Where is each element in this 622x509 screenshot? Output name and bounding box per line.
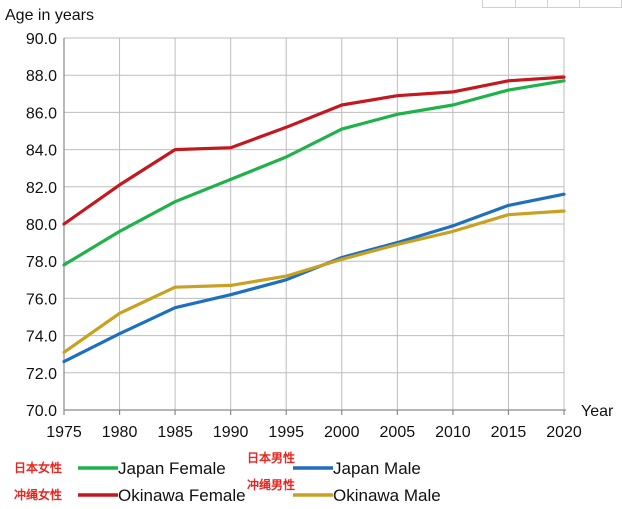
x-tick-label: 2000 xyxy=(324,424,360,441)
x-tick-label: 2010 xyxy=(435,424,471,441)
y-tick-label: 86.0 xyxy=(26,105,57,122)
legend-label-japan-male: Japan Male xyxy=(333,459,421,478)
y-tick-label: 90.0 xyxy=(26,31,57,48)
y-tick-label: 84.0 xyxy=(26,143,57,160)
x-axis-title: Year xyxy=(581,403,614,420)
x-tick-label: 2020 xyxy=(546,424,582,441)
series-line-okinawa-female xyxy=(62,75,566,226)
x-tick-label: 1985 xyxy=(157,424,193,441)
y-tick-label: 78.0 xyxy=(26,254,57,271)
series-line-okinawa-male xyxy=(62,209,566,354)
y-tick-label: 82.0 xyxy=(26,180,57,197)
y-axis-title: Age in years xyxy=(5,7,94,24)
x-tick-label: 1990 xyxy=(213,424,249,441)
legend-note-okinawa-male: 冲绳男性 xyxy=(247,477,295,492)
legend-note-japan-male: 日本男性 xyxy=(247,450,295,465)
axis-layer: 70.0 72.0 74.0 76.0 78.0 80.0 82.0 84.0 86.0 88.0… xyxy=(26,31,582,441)
legend: 日本女性 Japan Female 日本男性 Japan Male 冲绳女性 Okinaw… xyxy=(14,450,441,505)
y-tick-label: 74.0 xyxy=(26,329,57,346)
x-tick-label: 1995 xyxy=(268,424,304,441)
y-tick-label: 80.0 xyxy=(26,217,57,234)
x-tick-label: 1975 xyxy=(46,424,82,441)
y-tick-label: 88.0 xyxy=(26,68,57,85)
y-tick-label: 72.0 xyxy=(26,366,57,383)
y-tick-label: 76.0 xyxy=(26,291,57,308)
grid-layer xyxy=(64,37,565,410)
legend-note-okinawa-female: 冲绳女性 xyxy=(14,487,62,502)
legend-label-japan-female: Japan Female xyxy=(118,459,226,478)
legend-label-okinawa-female: Okinawa Female xyxy=(118,486,246,505)
x-tick-label: 2015 xyxy=(491,424,527,441)
series-layer xyxy=(62,75,566,364)
legend-label-okinawa-male: Okinawa Male xyxy=(333,486,441,505)
legend-note-japan-female: 日本女性 xyxy=(14,460,62,475)
x-tick-label: 1980 xyxy=(102,424,138,441)
x-tick-label: 2005 xyxy=(380,424,416,441)
series-line-japan-female xyxy=(62,79,566,267)
y-tick-label: 70.0 xyxy=(26,403,57,420)
